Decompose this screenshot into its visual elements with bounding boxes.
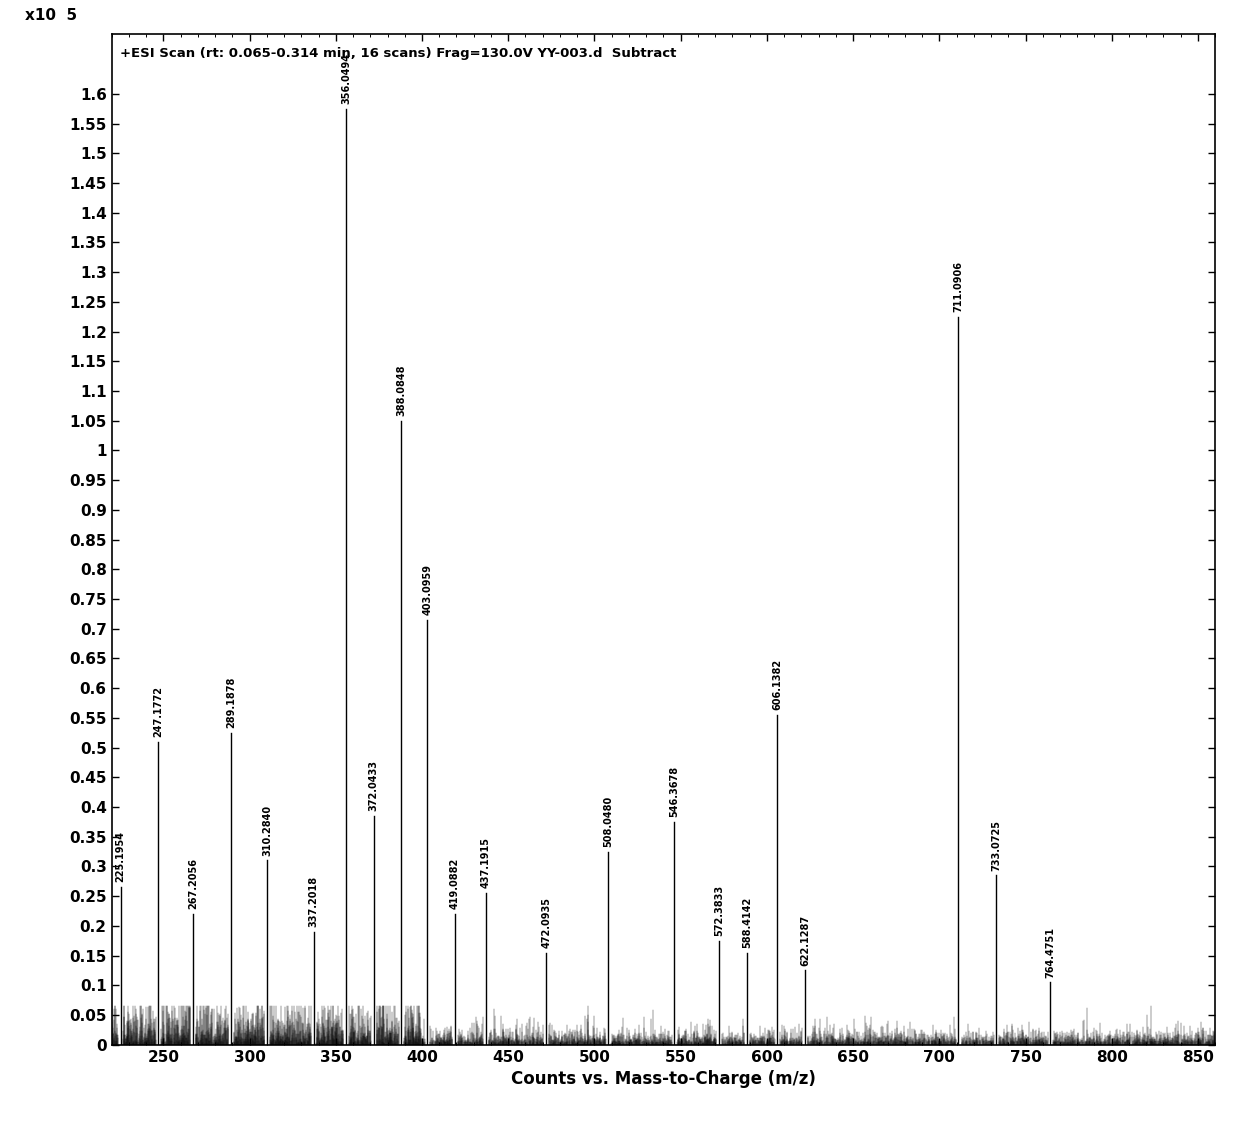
Text: 588.4142: 588.4142 — [742, 897, 751, 948]
Text: 310.2840: 310.2840 — [263, 805, 273, 855]
Text: 546.3678: 546.3678 — [670, 766, 680, 817]
Text: 733.0725: 733.0725 — [991, 820, 1002, 870]
Text: 508.0480: 508.0480 — [604, 796, 614, 847]
Text: 606.1382: 606.1382 — [773, 659, 782, 711]
Text: +ESI Scan (rt: 0.065-0.314 min, 16 scans) Frag=130.0V YY-003.d  Subtract: +ESI Scan (rt: 0.065-0.314 min, 16 scans… — [120, 47, 677, 60]
Text: 337.2018: 337.2018 — [309, 876, 319, 928]
Text: 572.3833: 572.3833 — [714, 885, 724, 936]
Text: 437.1915: 437.1915 — [481, 837, 491, 889]
Text: 622.1287: 622.1287 — [800, 915, 810, 965]
Text: 247.1772: 247.1772 — [154, 685, 164, 737]
Text: 372.0433: 372.0433 — [368, 760, 378, 812]
X-axis label: Counts vs. Mass-to-Charge (m/z): Counts vs. Mass-to-Charge (m/z) — [511, 1070, 816, 1088]
Text: 472.0935: 472.0935 — [542, 897, 552, 948]
Text: 764.4751: 764.4751 — [1045, 926, 1055, 978]
Text: 419.0882: 419.0882 — [450, 858, 460, 909]
Text: 403.0959: 403.0959 — [423, 564, 433, 615]
Text: x10  5: x10 5 — [26, 8, 78, 23]
Text: 225.1954: 225.1954 — [115, 831, 125, 883]
Text: 289.1878: 289.1878 — [226, 676, 236, 728]
Text: 267.2056: 267.2056 — [188, 859, 198, 909]
Text: 711.0906: 711.0906 — [954, 261, 963, 312]
Text: 356.0494: 356.0494 — [341, 53, 351, 104]
Text: 388.0848: 388.0848 — [397, 364, 407, 416]
